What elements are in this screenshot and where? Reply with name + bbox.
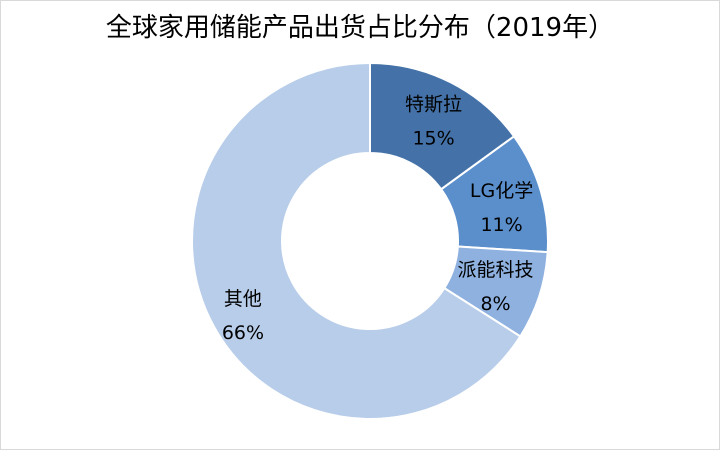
chart-title: 全球家用储能产品出货占比分布（2019年） xyxy=(105,13,615,43)
slice-label-value: 8% xyxy=(480,293,510,315)
slice-label-name: LG化学 xyxy=(470,180,533,202)
slice-4 xyxy=(191,61,522,420)
slice-label-value: 15% xyxy=(412,127,454,149)
slice-label-value: 11% xyxy=(480,214,522,236)
slice-label-name: 派能科技 xyxy=(458,259,534,281)
slice-label-value: 66% xyxy=(222,322,264,344)
slice-1 xyxy=(369,61,516,191)
slice-label-name: 其他 xyxy=(224,288,262,310)
slice-label-name: 特斯拉 xyxy=(405,93,462,115)
